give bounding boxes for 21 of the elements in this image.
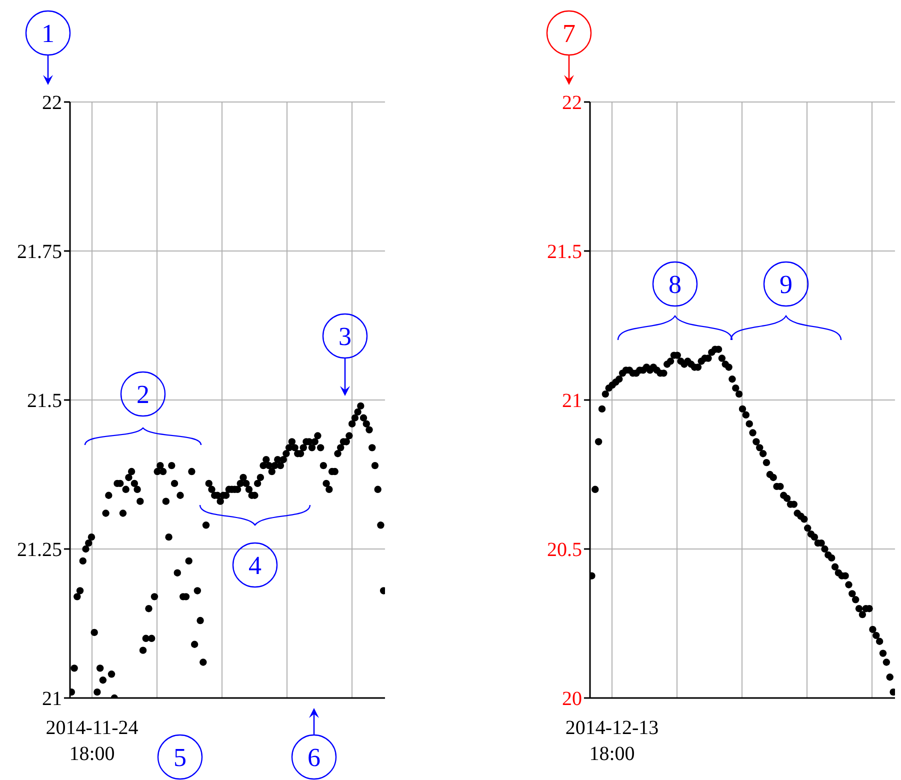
text: 1 <box>42 19 54 48</box>
text: 2014-11-24 18:00 <box>46 717 138 765</box>
y-tick-label: 21.25 <box>17 539 62 562</box>
y-tick-label: 21 <box>42 688 62 710</box>
y-tick-label: 20 <box>562 688 582 710</box>
y-tick-label: 21.75 <box>17 241 62 264</box>
y-tick-label: 21.5 <box>27 390 62 412</box>
y-tick-label: 22 <box>42 92 62 114</box>
annotation: 8 <box>668 270 682 299</box>
annotation: 9 <box>780 270 792 299</box>
text: 2014-12-13 18:00 <box>565 717 659 765</box>
text: 5 <box>174 743 186 772</box>
y-tick-label: 22 <box>562 92 582 114</box>
annotation: 2 <box>136 380 150 409</box>
text: 7 <box>562 19 576 48</box>
annotation: 4 <box>248 551 262 580</box>
text: 6 <box>308 743 320 772</box>
annotation: 3 <box>338 322 352 351</box>
y-tick-label: 21.5 <box>547 241 582 264</box>
y-tick-label: 21 <box>562 390 582 412</box>
y-tick-label: 20.5 <box>547 539 582 562</box>
